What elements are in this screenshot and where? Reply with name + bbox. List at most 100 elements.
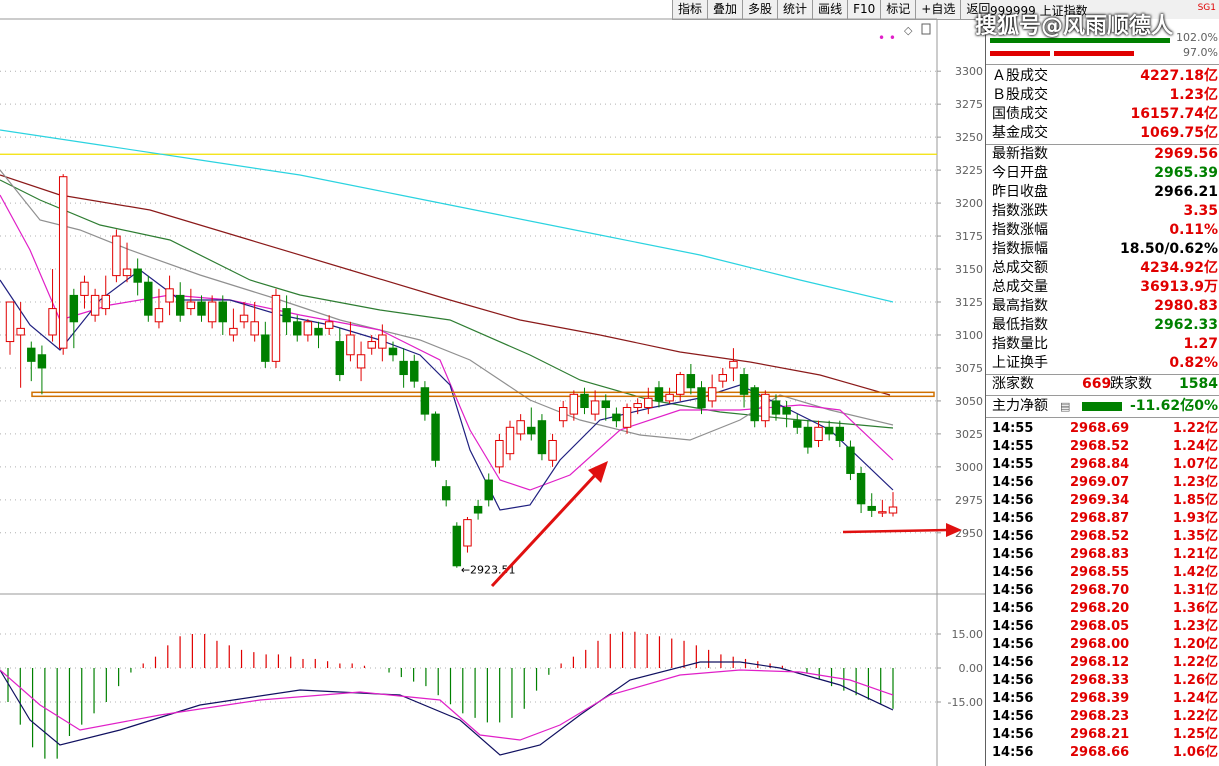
candle bbox=[207, 301, 217, 323]
menu-icon: ▤ bbox=[1060, 400, 1071, 413]
axis-label-12: 3000 bbox=[955, 461, 983, 474]
candle bbox=[420, 387, 430, 415]
tick-time: 14:56 bbox=[992, 709, 1034, 724]
tick-row: 14:56 2968.05 1.23亿 bbox=[990, 618, 1218, 636]
toolbar-7[interactable]: +自选 bbox=[915, 0, 960, 19]
toolbar-1[interactable]: 叠加 bbox=[707, 0, 742, 19]
tick-time: 14:56 bbox=[992, 547, 1034, 562]
top-val-2: 97.0% bbox=[1183, 46, 1218, 59]
candle bbox=[303, 321, 313, 336]
tick-price: 2968.39 bbox=[1070, 691, 1130, 706]
candle bbox=[537, 420, 547, 455]
candle bbox=[718, 374, 728, 382]
kline-chart[interactable]: 3300 3275 3250 3225 3200 3175 3150 3125 3100 3075… bbox=[0, 0, 985, 766]
candle bbox=[622, 407, 632, 428]
candle bbox=[580, 393, 589, 409]
sep-5 bbox=[986, 417, 1219, 418]
quote-label: 指数涨跌 bbox=[992, 203, 1048, 219]
tick-row: 14:56 2968.39 1.24亿 bbox=[990, 690, 1218, 708]
tick-row: 14:56 2968.66 1.06亿 bbox=[990, 744, 1218, 762]
quote-row: 昨日收盘 2966.21 bbox=[990, 183, 1218, 202]
quote-row: 指数量比 1.27 bbox=[990, 335, 1218, 354]
tick-row: 14:56 2968.33 1.26亿 bbox=[990, 672, 1218, 690]
tick-volume: 1.23亿 bbox=[1172, 475, 1218, 490]
tick-volume: 1.35亿 bbox=[1172, 529, 1218, 544]
tick-price: 2968.55 bbox=[1070, 565, 1130, 580]
candle bbox=[707, 387, 717, 402]
candle bbox=[346, 334, 355, 356]
diamond-icon: ◇ bbox=[904, 24, 913, 37]
quote-value: 0.82% bbox=[1169, 355, 1218, 371]
toolbar-8[interactable]: 返回 bbox=[960, 0, 995, 19]
quote-row: 最低指数 2962.33 bbox=[990, 316, 1218, 335]
toolbar-2[interactable]: 多股 bbox=[742, 0, 777, 19]
candle bbox=[239, 314, 249, 323]
tick-time: 14:55 bbox=[992, 457, 1034, 472]
flow-pct: -0% bbox=[1188, 398, 1218, 414]
tick-volume: 1.25亿 bbox=[1172, 727, 1218, 742]
tick-time: 14:56 bbox=[992, 565, 1034, 580]
arrow-right-shaft bbox=[842, 528, 949, 534]
tick-row: 14:56 2968.83 1.21亿 bbox=[990, 546, 1218, 564]
candle bbox=[101, 294, 110, 310]
candle bbox=[665, 393, 674, 402]
tick-volume: 1.22亿 bbox=[1172, 421, 1218, 436]
candle bbox=[324, 321, 334, 329]
axis-label-5: 3175 bbox=[955, 230, 983, 243]
candle bbox=[90, 294, 100, 316]
tick-price: 2968.20 bbox=[1070, 601, 1130, 616]
toolbar-6[interactable]: 标记 bbox=[880, 0, 915, 19]
tick-price: 2969.07 bbox=[1070, 475, 1130, 490]
bar-red-1 bbox=[990, 51, 1050, 56]
candle bbox=[452, 525, 462, 567]
axis-label-4: 3200 bbox=[955, 197, 983, 210]
tick-price: 2968.69 bbox=[1070, 421, 1130, 436]
macd-dea bbox=[0, 669, 894, 741]
candle bbox=[686, 374, 696, 389]
toolbar-3[interactable]: 统计 bbox=[777, 0, 812, 19]
axis-label-0: 3300 bbox=[955, 65, 983, 78]
quote-label: Ｂ股成交 bbox=[992, 87, 1048, 103]
sep-4 bbox=[986, 395, 1219, 396]
candle bbox=[697, 387, 706, 409]
tick-row: 14:56 2969.34 1.85亿 bbox=[990, 492, 1218, 510]
quote-label: 今日开盘 bbox=[992, 165, 1048, 181]
quote-row: 指数涨跌 3.35 bbox=[990, 202, 1218, 221]
candle bbox=[5, 301, 15, 343]
quote-label: 昨日收盘 bbox=[992, 184, 1048, 200]
arrow-up-shaft bbox=[490, 470, 600, 588]
toolbar-5[interactable]: F10 bbox=[847, 0, 880, 19]
toolbar-4[interactable]: 画线 bbox=[812, 0, 847, 19]
quote-label: 指数振幅 bbox=[992, 241, 1048, 257]
candle bbox=[803, 426, 813, 448]
sep-3 bbox=[986, 374, 1219, 375]
toolbar-0[interactable]: 指标 bbox=[672, 0, 707, 19]
down-label: 跌家数 bbox=[1110, 376, 1152, 392]
candle bbox=[48, 308, 57, 336]
tick-time: 14:55 bbox=[992, 421, 1034, 436]
tick-row: 14:56 2968.70 1.31亿 bbox=[990, 582, 1218, 600]
candle bbox=[282, 308, 291, 323]
tick-price: 2969.34 bbox=[1070, 493, 1130, 508]
quote-value: 0.11% bbox=[1169, 222, 1218, 238]
candle bbox=[516, 420, 525, 435]
tick-row: 14:56 2968.21 1.25亿 bbox=[990, 726, 1218, 744]
candle bbox=[335, 341, 345, 376]
quote-label: 总成交额 bbox=[992, 260, 1048, 276]
tick-volume: 1.42亿 bbox=[1172, 565, 1218, 580]
quote-row: 国债成交 16157.74亿 bbox=[990, 105, 1218, 124]
window-icon bbox=[921, 23, 931, 35]
candle bbox=[271, 294, 281, 362]
tick-price: 2968.12 bbox=[1070, 655, 1130, 670]
quote-label: 基金成交 bbox=[992, 125, 1048, 141]
up-label: 涨家数 bbox=[992, 376, 1034, 392]
tick-volume: 1.93亿 bbox=[1172, 511, 1218, 526]
ma-green bbox=[0, 179, 894, 429]
tick-time: 14:56 bbox=[992, 619, 1034, 634]
quote-label: 最高指数 bbox=[992, 298, 1048, 314]
candle bbox=[867, 505, 876, 511]
tick-time: 14:56 bbox=[992, 637, 1034, 652]
tick-volume: 1.36亿 bbox=[1172, 601, 1218, 616]
ma-navy bbox=[0, 269, 894, 511]
quote-value: 16157.74亿 bbox=[1130, 106, 1218, 122]
